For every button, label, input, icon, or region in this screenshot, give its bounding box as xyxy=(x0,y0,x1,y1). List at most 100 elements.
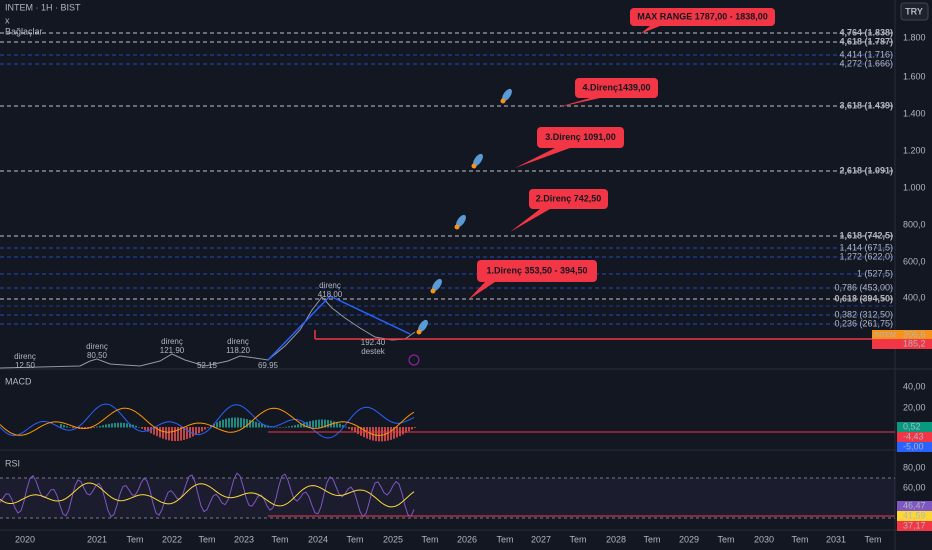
panel-tag xyxy=(897,511,932,521)
currency-button[interactable] xyxy=(900,2,929,21)
macd-histogram xyxy=(315,419,317,428)
chart-annotation: 192.40 xyxy=(361,338,386,347)
rocket-flame xyxy=(416,329,422,335)
fib-label: 4,764 (1.838) xyxy=(839,27,893,37)
callout-tail xyxy=(510,209,550,232)
currency-label: TRY xyxy=(905,6,923,16)
callout-tail xyxy=(515,148,570,168)
rocket-flame xyxy=(454,224,460,230)
price-axis-label: 600,0 xyxy=(903,256,926,266)
macd-histogram xyxy=(105,424,107,428)
rocket-flame xyxy=(500,98,506,104)
rsi-band xyxy=(0,478,895,518)
macd-histogram xyxy=(366,427,368,439)
rocket-icon xyxy=(502,88,512,102)
macd-line xyxy=(0,403,415,439)
rocket-icon xyxy=(456,214,466,228)
macd-histogram xyxy=(411,427,413,430)
chart-annotation: direnç xyxy=(86,342,108,351)
macd-histogram xyxy=(261,423,263,428)
macd-histogram xyxy=(360,427,362,436)
macd-histogram xyxy=(381,427,383,442)
time-axis-label: Tem xyxy=(496,534,513,544)
callout-text: 4.Direnç1439,00 xyxy=(582,82,650,92)
fib-label: 1,272 (622,0) xyxy=(839,251,893,261)
callout-box xyxy=(537,127,624,148)
macd-histogram xyxy=(177,427,179,441)
macd-histogram xyxy=(258,422,260,428)
trend-line xyxy=(267,295,411,361)
panel-tag xyxy=(897,442,932,452)
macd-histogram xyxy=(213,423,215,428)
macd-histogram xyxy=(102,425,104,428)
macd-histogram xyxy=(162,427,164,439)
callout-tail xyxy=(468,282,495,300)
macd-histogram xyxy=(72,427,74,429)
time-axis-label: 2029 xyxy=(679,534,699,544)
time-axis-label: Tem xyxy=(126,534,143,544)
macd-histogram xyxy=(372,427,374,441)
macd-histogram xyxy=(300,423,302,428)
macd-histogram xyxy=(243,418,245,428)
macd-histogram xyxy=(147,427,149,432)
macd-histogram xyxy=(93,427,95,428)
chart-annotation: 12.50 xyxy=(15,361,36,370)
callout-tail xyxy=(640,26,660,34)
macd-histogram xyxy=(339,423,341,428)
time-axis-label: 2028 xyxy=(606,534,626,544)
macd-histogram xyxy=(351,427,353,431)
symbol-title: INTEM · 1H · BIST xyxy=(5,2,81,12)
macd-histogram xyxy=(219,420,221,428)
macd-histogram xyxy=(63,425,65,428)
macd-histogram xyxy=(375,427,377,442)
macd-histogram xyxy=(402,427,404,435)
callout-box xyxy=(630,8,775,26)
chart-annotation: 118.20 xyxy=(226,346,250,355)
macd-histogram xyxy=(276,426,278,428)
macd-histogram xyxy=(246,419,248,428)
macd-histogram xyxy=(234,417,236,428)
macd-histogram xyxy=(126,423,128,428)
price-tag-value: 206,6 xyxy=(903,329,926,339)
time-axis-label: Tem xyxy=(198,534,215,544)
macd-histogram xyxy=(414,427,416,428)
macd-histogram xyxy=(249,419,251,428)
time-axis-label: 2023 xyxy=(234,534,254,544)
panel-title: MACD xyxy=(5,376,32,386)
macd-histogram xyxy=(288,426,290,428)
macd-histogram xyxy=(390,427,392,440)
chart-annotation: direnç xyxy=(14,352,36,361)
fib-label: 1,414 (671,5) xyxy=(839,242,893,252)
macd-histogram xyxy=(141,427,143,429)
macd-histogram xyxy=(291,425,293,428)
macd-histogram xyxy=(225,418,227,428)
macd-histogram xyxy=(333,421,335,428)
macd-histogram xyxy=(387,427,389,441)
panel-title: RSI xyxy=(5,458,20,468)
macd-histogram xyxy=(144,427,146,431)
price-axis-label: 1.200 xyxy=(903,145,926,155)
macd-histogram xyxy=(180,427,182,441)
close-button[interactable]: x xyxy=(5,15,10,25)
macd-histogram xyxy=(174,427,176,442)
panel-tag-value: 37,17 xyxy=(903,520,926,530)
macd-histogram xyxy=(279,427,281,428)
chart-annotation: 418.00 xyxy=(318,290,343,299)
fib-label: 0,618 (394,50) xyxy=(834,293,893,303)
price-tag xyxy=(872,330,932,340)
price-axis-label: 1.600 xyxy=(903,71,926,81)
time-axis-label: 2027 xyxy=(531,534,551,544)
macd-histogram xyxy=(168,427,170,441)
macd-histogram xyxy=(252,420,254,428)
macd-histogram xyxy=(240,417,242,428)
chart-annotation: 121.90 xyxy=(160,346,185,355)
macd-histogram xyxy=(231,417,233,428)
chart-annotation: destek xyxy=(361,347,386,356)
panel-tag xyxy=(897,521,932,531)
panel-axis-label: 60,00 xyxy=(903,482,926,492)
macd-histogram xyxy=(66,426,68,428)
macd-histogram xyxy=(378,427,380,442)
callout-box xyxy=(575,78,658,98)
macd-histogram xyxy=(324,419,326,428)
